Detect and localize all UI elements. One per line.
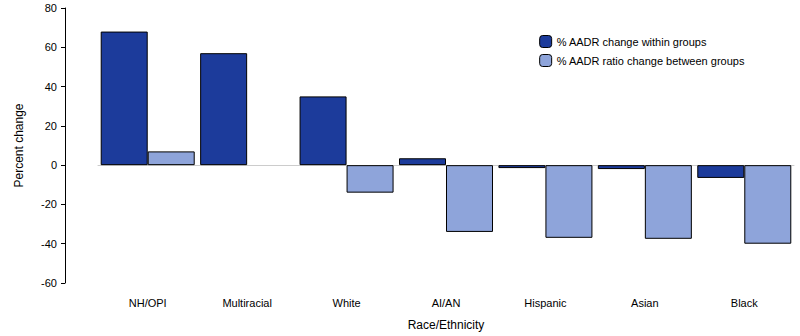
svg-text:White: White	[333, 297, 361, 309]
svg-text:-60: -60	[41, 277, 57, 289]
svg-text:% AADR change within groups: % AADR change within groups	[557, 36, 707, 48]
svg-text:Asian: Asian	[631, 297, 659, 309]
svg-text:AI/AN: AI/AN	[432, 297, 461, 309]
svg-text:40: 40	[45, 81, 57, 93]
svg-text:% AADR ratio change between gr: % AADR ratio change between groups	[557, 55, 745, 67]
svg-text:Race/Ethnicity: Race/Ethnicity	[408, 318, 485, 332]
svg-text:20: 20	[45, 120, 57, 132]
svg-text:-20: -20	[41, 198, 57, 210]
svg-text:Multiracial: Multiracial	[222, 297, 272, 309]
svg-text:60: 60	[45, 41, 57, 53]
svg-text:Percent change: Percent change	[12, 103, 26, 187]
svg-text:80: 80	[45, 2, 57, 14]
svg-text:Hispanic: Hispanic	[524, 297, 567, 309]
svg-text:-40: -40	[41, 238, 57, 250]
svg-text:Black: Black	[731, 297, 758, 309]
svg-text:0: 0	[51, 159, 57, 171]
svg-text:NH/OPI: NH/OPI	[129, 297, 167, 309]
